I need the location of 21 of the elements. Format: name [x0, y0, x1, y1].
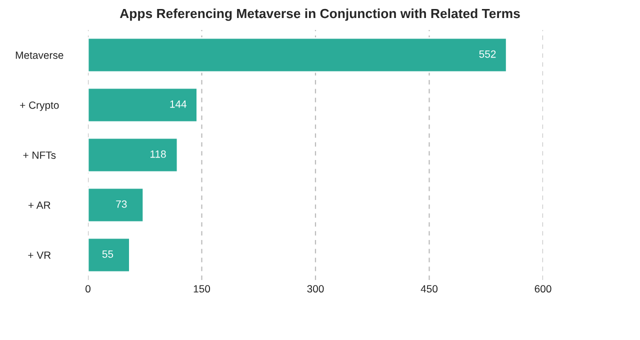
- x-tick-label: 600: [534, 285, 552, 293]
- data-label: 73: [116, 200, 127, 208]
- data-label: 552: [479, 50, 496, 58]
- data-label: 118: [150, 150, 166, 158]
- y-tick-label: + NFTs: [23, 152, 56, 159]
- bar: [88, 187, 144, 223]
- data-label: 55: [102, 250, 114, 258]
- x-tick-label: 150: [194, 285, 210, 293]
- bar: [88, 87, 198, 123]
- y-tick-label: Metaverse: [16, 52, 64, 59]
- chart-title: Apps Referencing Metaverse in Conjunction with Related Terms: [120, 8, 520, 21]
- y-tick-label: + AR: [28, 202, 50, 209]
- x-tick-label: 0: [86, 285, 90, 293]
- bar: [88, 237, 130, 273]
- data-label: 144: [170, 100, 186, 108]
- x-tick-label: 300: [307, 285, 324, 293]
- bar: [88, 137, 178, 173]
- x-tick-label: 450: [420, 285, 438, 293]
- y-tick-label: + Crypto: [20, 102, 59, 111]
- y-tick-label: + VR: [28, 252, 51, 259]
- bar: [88, 37, 508, 73]
